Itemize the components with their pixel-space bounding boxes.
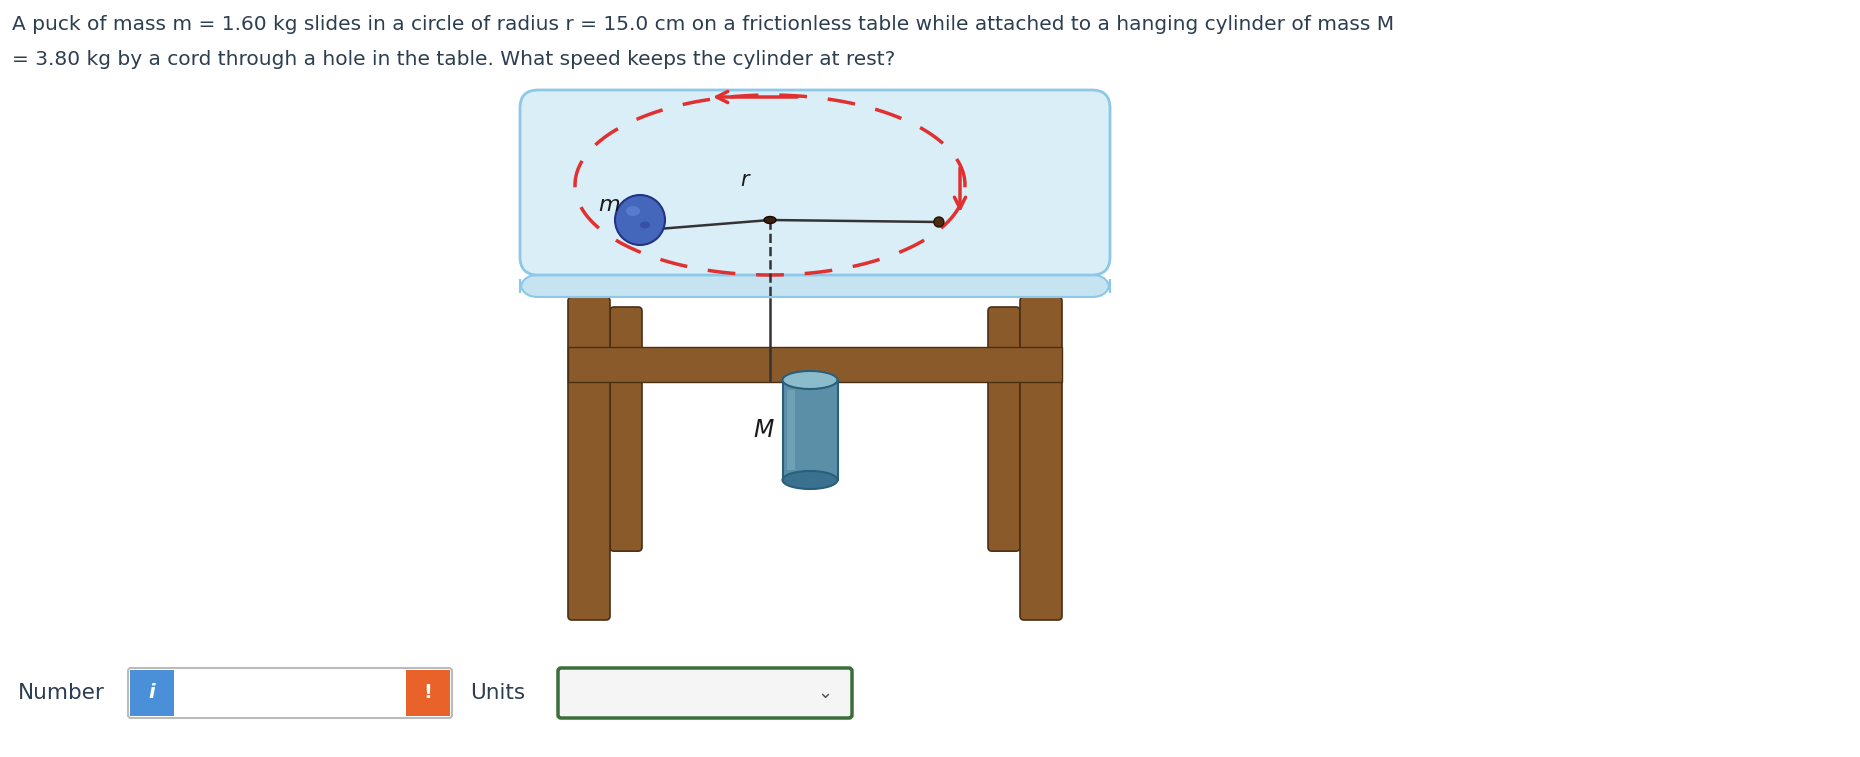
Text: ⌄: ⌄ [817,684,833,702]
Text: $M$: $M$ [753,418,776,442]
Ellipse shape [627,206,640,216]
FancyBboxPatch shape [988,307,1019,551]
Text: = 3.80 kg by a cord through a hole in the table. What speed keeps the cylinder a: = 3.80 kg by a cord through a hole in th… [11,50,895,69]
FancyBboxPatch shape [567,297,610,620]
Bar [567,347,1062,382]
Ellipse shape [783,471,837,489]
Circle shape [616,195,666,245]
Text: Number: Number [19,683,104,703]
Text: $m$: $m$ [599,195,619,215]
Ellipse shape [783,371,837,389]
Text: A puck of mass m = 1.60 kg slides in a circle of radius r = 15.0 cm on a frictio: A puck of mass m = 1.60 kg slides in a c… [11,15,1395,34]
Text: $r$: $r$ [740,170,751,190]
Bar [783,380,839,480]
FancyBboxPatch shape [521,90,1110,275]
Ellipse shape [640,222,649,229]
FancyBboxPatch shape [1019,297,1062,620]
FancyBboxPatch shape [610,307,642,551]
Text: Units: Units [471,683,525,703]
Bar [405,670,450,716]
Bar [130,670,175,716]
Text: i: i [149,684,156,702]
Circle shape [934,217,943,227]
Text: !: ! [424,684,432,702]
FancyBboxPatch shape [558,668,852,718]
FancyBboxPatch shape [521,275,1110,297]
Ellipse shape [764,217,776,223]
Bar [787,390,794,470]
FancyBboxPatch shape [128,668,452,718]
